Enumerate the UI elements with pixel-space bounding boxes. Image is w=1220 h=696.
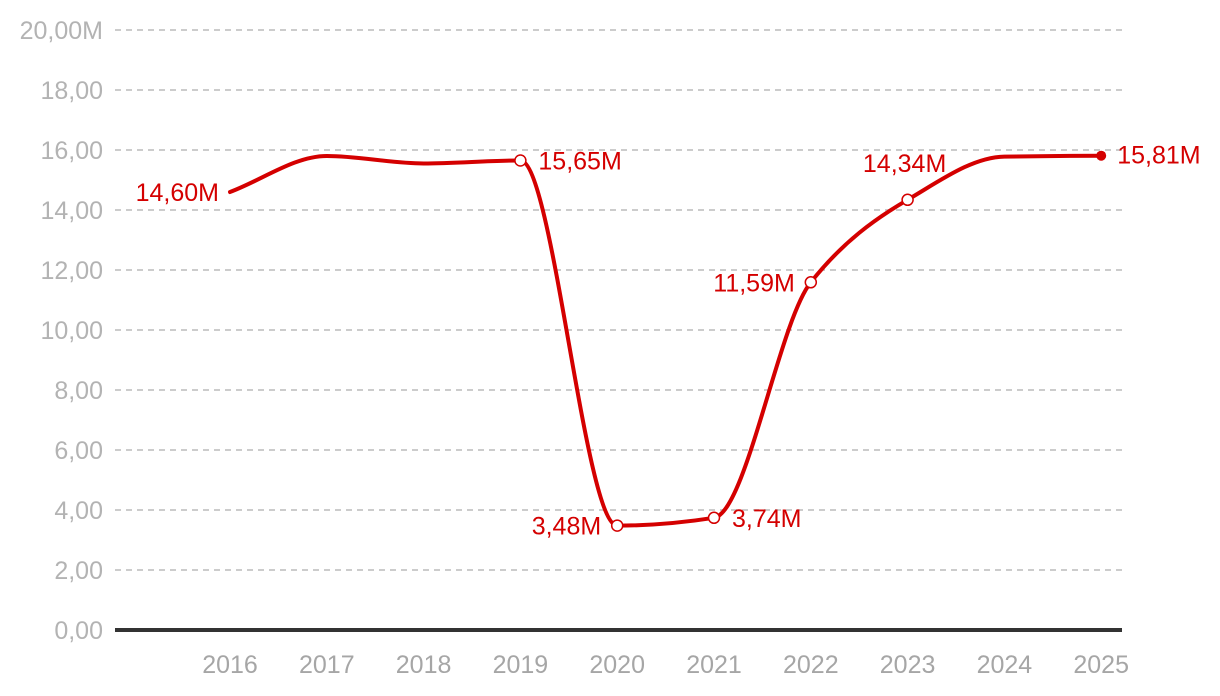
data-label: 15,81M <box>1117 142 1200 170</box>
y-axis-ticks: 0,00 2,00 4,00 6,00 8,00 10,00 12,00 14,00 16,00… <box>20 17 103 645</box>
data-point-marker <box>901 193 914 207</box>
data-label: 3,74M <box>732 505 801 533</box>
data-point-marker <box>707 511 721 525</box>
y-tick-label: 0,00 <box>54 617 103 645</box>
data-label: 14,34M <box>863 150 946 178</box>
x-tick-label: 2016 <box>202 651 258 679</box>
data-labels: 14,60M 15,65M 3,48M 3,74M 11,59M 14,34M 15,81M <box>136 142 1201 541</box>
data-point-marker <box>804 276 818 289</box>
y-tick-label: 16,00 <box>40 137 103 165</box>
x-tick-label: 2025 <box>1073 651 1129 679</box>
y-tick-label: 4,00 <box>54 497 103 525</box>
x-tick-label: 2017 <box>299 651 355 679</box>
data-label: 14,60M <box>136 179 219 207</box>
x-tick-label: 2023 <box>880 651 936 679</box>
x-tick-label: 2022 <box>783 651 839 679</box>
x-tick-label: 2020 <box>589 651 645 679</box>
x-tick-label: 2024 <box>977 651 1033 679</box>
x-tick-label: 2019 <box>493 651 549 679</box>
y-tick-label: 10,00 <box>40 317 103 345</box>
x-axis-ticks: 2016 2017 2018 2019 2020 2021 2022 2023 2024 2025 <box>202 651 1129 679</box>
data-markers <box>514 150 1107 532</box>
series-line <box>228 153 1104 528</box>
y-tick-label: 14,00 <box>40 197 103 225</box>
y-tick-label: 12,00 <box>40 257 103 285</box>
y-tick-label: 18,00 <box>40 77 103 105</box>
data-point-marker <box>514 154 527 167</box>
y-tick-label: 8,00 <box>54 377 103 405</box>
y-tick-label: 2,00 <box>54 557 103 585</box>
y-tick-label: 6,00 <box>54 437 103 465</box>
data-label: 3,48M <box>532 513 601 541</box>
y-tick-label: 20,00M <box>20 17 103 45</box>
data-label: 11,59M <box>713 269 795 297</box>
data-point-marker <box>610 519 624 532</box>
x-tick-label: 2018 <box>396 651 452 679</box>
gridlines <box>115 29 1122 571</box>
x-tick-label: 2021 <box>686 651 742 679</box>
data-label: 15,65M <box>538 148 621 176</box>
data-point-marker <box>1096 150 1107 161</box>
